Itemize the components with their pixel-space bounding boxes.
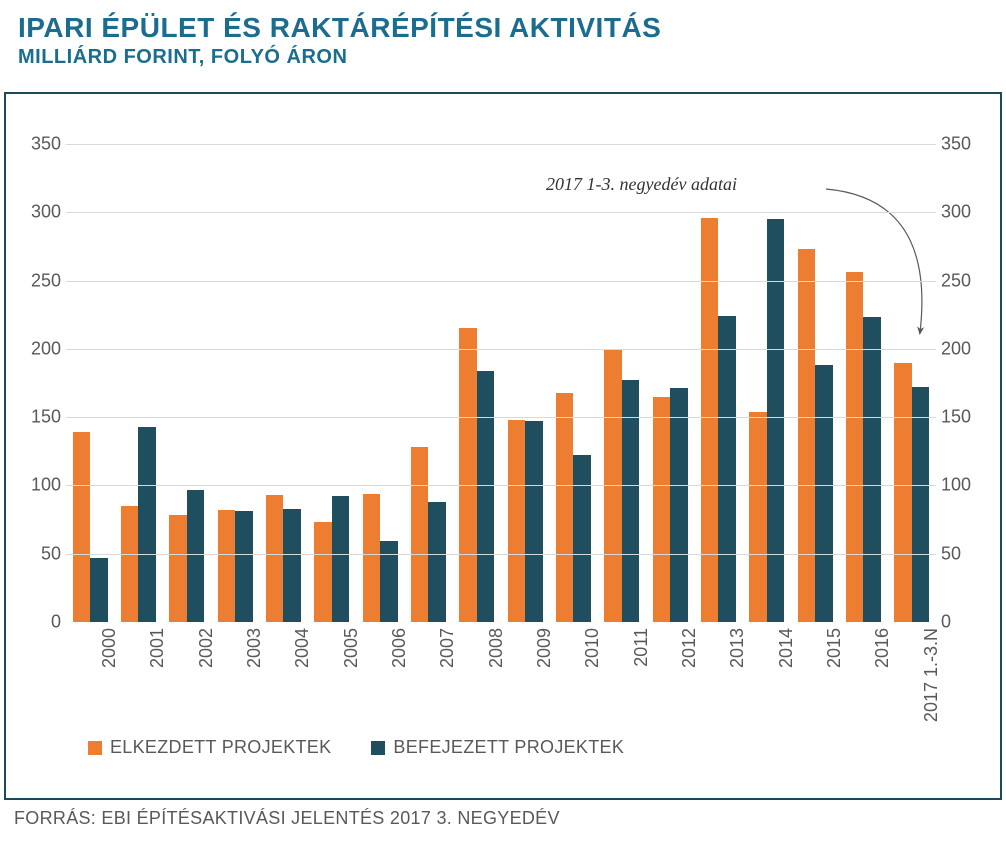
gridline <box>66 281 936 282</box>
y-tick-left: 350 <box>21 134 61 155</box>
y-tick-left: 150 <box>21 407 61 428</box>
x-tick-label: 2010 <box>582 628 603 668</box>
x-tick-label: 2005 <box>341 628 362 668</box>
y-tick-right: 150 <box>941 407 981 428</box>
x-tick-label: 2000 <box>99 628 120 668</box>
legend-item-befejezett: BEFEJEZETT PROJEKTEK <box>371 737 624 758</box>
gridline <box>66 485 936 486</box>
y-tick-right: 250 <box>941 270 981 291</box>
x-tick-label: 2012 <box>679 628 700 668</box>
gridline <box>66 144 936 145</box>
y-tick-left: 100 <box>21 475 61 496</box>
y-tick-right: 0 <box>941 612 981 633</box>
x-tick-label: 2004 <box>292 628 313 668</box>
x-tick-label: 2006 <box>389 628 410 668</box>
plot-area: 2000200120022003200420052006200720082009… <box>66 144 936 622</box>
annotation-arrow <box>66 144 936 622</box>
chart-subtitle: MILLIÁRD FORINT, FOLYÓ ÁRON <box>18 46 988 69</box>
legend-swatch-elkezdett <box>88 741 102 755</box>
legend-item-elkezdett: ELKEZDETT PROJEKTEK <box>88 737 331 758</box>
legend-label-befejezett: BEFEJEZETT PROJEKTEK <box>393 737 624 758</box>
y-tick-right: 100 <box>941 475 981 496</box>
y-tick-left: 300 <box>21 202 61 223</box>
gridline <box>66 554 936 555</box>
y-tick-left: 0 <box>21 612 61 633</box>
source-text: FORRÁS: EBI ÉPÍTÉSAKTIVÁSI JELENTÉS 2017… <box>14 808 560 829</box>
y-tick-right: 200 <box>941 338 981 359</box>
gridline <box>66 212 936 213</box>
gridline <box>66 349 936 350</box>
x-tick-label: 2001 <box>147 628 168 668</box>
y-tick-left: 50 <box>21 543 61 564</box>
chart-frame: 2000200120022003200420052006200720082009… <box>4 92 1002 800</box>
y-tick-left: 250 <box>21 270 61 291</box>
x-tick-label: 2017 1.-3.N <box>921 628 942 722</box>
chart-title: IPARI ÉPÜLET ÉS RAKTÁRÉPÍTÉSI AKTIVITÁS <box>18 12 988 44</box>
y-tick-left: 200 <box>21 338 61 359</box>
y-tick-right: 300 <box>941 202 981 223</box>
legend-swatch-befejezett <box>371 741 385 755</box>
x-tick-label: 2002 <box>196 628 217 668</box>
x-tick-label: 2009 <box>534 628 555 668</box>
x-tick-label: 2003 <box>244 628 265 668</box>
y-tick-right: 350 <box>941 134 981 155</box>
legend: ELKEZDETT PROJEKTEK BEFEJEZETT PROJEKTEK <box>88 737 624 758</box>
x-tick-label: 2014 <box>776 628 797 668</box>
x-tick-label: 2007 <box>437 628 458 668</box>
x-tick-label: 2008 <box>486 628 507 668</box>
x-tick-label: 2013 <box>727 628 748 668</box>
legend-label-elkezdett: ELKEZDETT PROJEKTEK <box>110 737 331 758</box>
x-tick-label: 2015 <box>824 628 845 668</box>
x-tick-label: 2011 <box>631 628 652 667</box>
x-tick-label: 2016 <box>872 628 893 668</box>
y-tick-right: 50 <box>941 543 981 564</box>
gridline <box>66 417 936 418</box>
